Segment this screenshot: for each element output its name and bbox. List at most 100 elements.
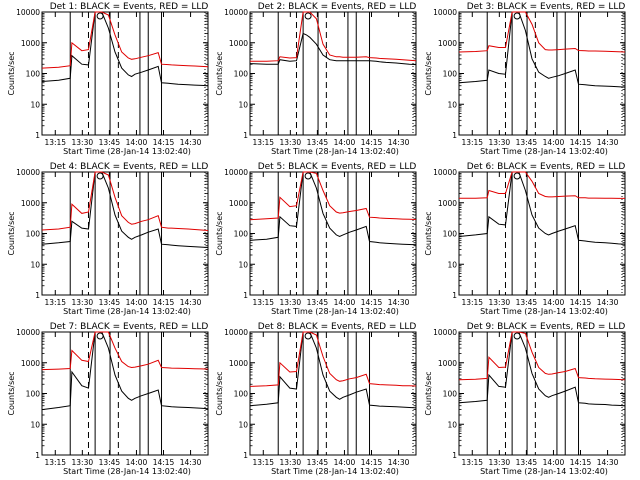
x-tick-label: 14:30	[180, 298, 202, 307]
x-tick-label: 13:45	[307, 138, 329, 147]
panel-det-7: Det 7: BLACK = Events, RED = LLD 1 10 100 10…	[7, 322, 209, 476]
panel-title: Det 5: BLACK = Events, RED = LLD	[258, 162, 417, 172]
panel-title: Det 8: BLACK = Events, RED = LLD	[258, 322, 417, 332]
panel-det-1: Det 1: BLACK = Events, RED = LLD 1 10 100 10…	[7, 2, 209, 156]
x-axis-label: Start Time (28-Jan-14 13:02:40)	[271, 467, 399, 476]
x-tick-label: 14:00	[334, 138, 356, 147]
series-lld-line	[249, 171, 417, 221]
series-events-line	[41, 331, 209, 411]
x-tick-label: 14:15	[570, 138, 592, 147]
y-axis-label: Counts/sec	[424, 371, 433, 415]
x-tick-label: 14:00	[334, 458, 356, 467]
y-tick-label: 10000	[433, 8, 457, 17]
series-events-line	[249, 331, 417, 409]
x-tick-label: 13:15	[252, 298, 274, 307]
x-tick-label: 13:15	[461, 138, 483, 147]
panel-det-2: Det 2: BLACK = Events, RED = LLD 1 10 100 10…	[215, 2, 417, 156]
panel-det-9: Det 9: BLACK = Events, RED = LLD 1 10 100 10…	[424, 322, 626, 476]
x-tick-label: 13:30	[489, 458, 511, 467]
x-axis-label: Start Time (28-Jan-14 13:02:40)	[63, 467, 191, 476]
panel-det-8: Det 8: BLACK = Events, RED = LLD 1 10 100 10…	[215, 322, 417, 476]
x-tick-label: 14:15	[570, 458, 592, 467]
x-tick-label: 14:30	[597, 298, 619, 307]
x-tick-label: 13:45	[307, 298, 329, 307]
series-events-line	[458, 11, 626, 88]
x-tick-label: 14:15	[153, 138, 175, 147]
x-tick-label: 13:45	[516, 298, 538, 307]
y-tick-label: 1	[35, 451, 40, 460]
y-tick-label: 1000	[229, 199, 248, 208]
panel-title: Det 1: BLACK = Events, RED = LLD	[50, 2, 209, 12]
series-lld-line	[250, 11, 417, 62]
y-axis-label: Counts/sec	[7, 51, 16, 95]
plot-frame	[41, 171, 209, 296]
x-axis-label: Start Time (28-Jan-14 13:02:40)	[271, 307, 399, 316]
series-events-line	[249, 32, 417, 66]
y-tick-label: 100	[26, 70, 41, 79]
panel-title: Det 3: BLACK = Events, RED = LLD	[467, 2, 626, 12]
y-tick-label: 100	[26, 390, 41, 399]
plot-frame	[249, 11, 417, 136]
y-tick-label: 100	[443, 230, 458, 239]
x-tick-label: 14:00	[334, 298, 356, 307]
y-tick-label: 10	[238, 260, 248, 269]
y-tick-label: 1000	[438, 199, 457, 208]
series-lld-line	[458, 331, 626, 381]
x-axis-label: Start Time (28-Jan-14 13:02:40)	[63, 307, 191, 316]
y-tick-label: 100	[234, 70, 249, 79]
y-tick-label: 10000	[224, 168, 248, 177]
panel-det-5: Det 5: BLACK = Events, RED = LLD 1 10 100 10…	[215, 162, 417, 316]
plot-frame	[41, 11, 209, 136]
y-axis-label: Counts/sec	[215, 211, 224, 255]
series-lld-line	[41, 171, 209, 231]
y-tick-label: 10	[30, 420, 40, 429]
y-tick-label: 10000	[16, 168, 40, 177]
peak-marker	[304, 12, 312, 20]
x-tick-label: 14:15	[570, 298, 592, 307]
x-tick-label: 13:45	[307, 458, 329, 467]
y-tick-label: 10000	[433, 328, 457, 337]
panel-title: Det 4: BLACK = Events, RED = LLD	[50, 162, 209, 172]
x-tick-label: 14:30	[180, 138, 202, 147]
panel-det-3: Det 3: BLACK = Events, RED = LLD 1 10 100 10…	[424, 2, 626, 156]
y-tick-label: 10	[447, 260, 457, 269]
series-events-line	[458, 171, 626, 245]
x-tick-label: 13:30	[280, 458, 302, 467]
x-tick-label: 13:30	[280, 298, 302, 307]
x-tick-label: 14:15	[361, 298, 383, 307]
x-tick-label: 13:30	[72, 298, 94, 307]
y-tick-label: 1000	[438, 39, 457, 48]
y-tick-label: 1000	[229, 359, 248, 368]
series-lld-line	[249, 331, 417, 387]
x-tick-label: 13:30	[72, 138, 94, 147]
series-events-line	[41, 11, 209, 87]
x-tick-label: 14:30	[388, 298, 410, 307]
y-tick-label: 1000	[21, 199, 40, 208]
y-tick-label: 1000	[229, 39, 248, 48]
y-tick-label: 10	[238, 420, 248, 429]
y-axis-label: Counts/sec	[7, 371, 16, 415]
x-tick-label: 13:45	[99, 298, 121, 307]
y-tick-label: 1	[35, 131, 40, 140]
x-tick-label: 14:30	[388, 458, 410, 467]
y-tick-label: 1	[243, 291, 248, 300]
y-tick-label: 1	[452, 131, 457, 140]
x-tick-label: 13:15	[252, 458, 274, 467]
x-axis-label: Start Time (28-Jan-14 13:02:40)	[480, 307, 608, 316]
y-tick-label: 10	[447, 420, 457, 429]
series-events-line	[458, 331, 626, 407]
y-tick-label: 1000	[438, 359, 457, 368]
x-tick-label: 14:30	[597, 458, 619, 467]
panel-title: Det 7: BLACK = Events, RED = LLD	[50, 322, 209, 332]
y-tick-label: 100	[234, 390, 249, 399]
y-tick-label: 10	[30, 260, 40, 269]
x-tick-label: 14:15	[361, 458, 383, 467]
y-tick-label: 100	[234, 230, 249, 239]
plot-frame	[249, 331, 417, 456]
y-tick-label: 10000	[433, 168, 457, 177]
x-tick-label: 13:45	[516, 138, 538, 147]
x-axis-label: Start Time (28-Jan-14 13:02:40)	[480, 147, 608, 156]
x-tick-label: 13:45	[99, 138, 121, 147]
y-tick-label: 1	[452, 451, 457, 460]
x-tick-label: 13:15	[461, 458, 483, 467]
